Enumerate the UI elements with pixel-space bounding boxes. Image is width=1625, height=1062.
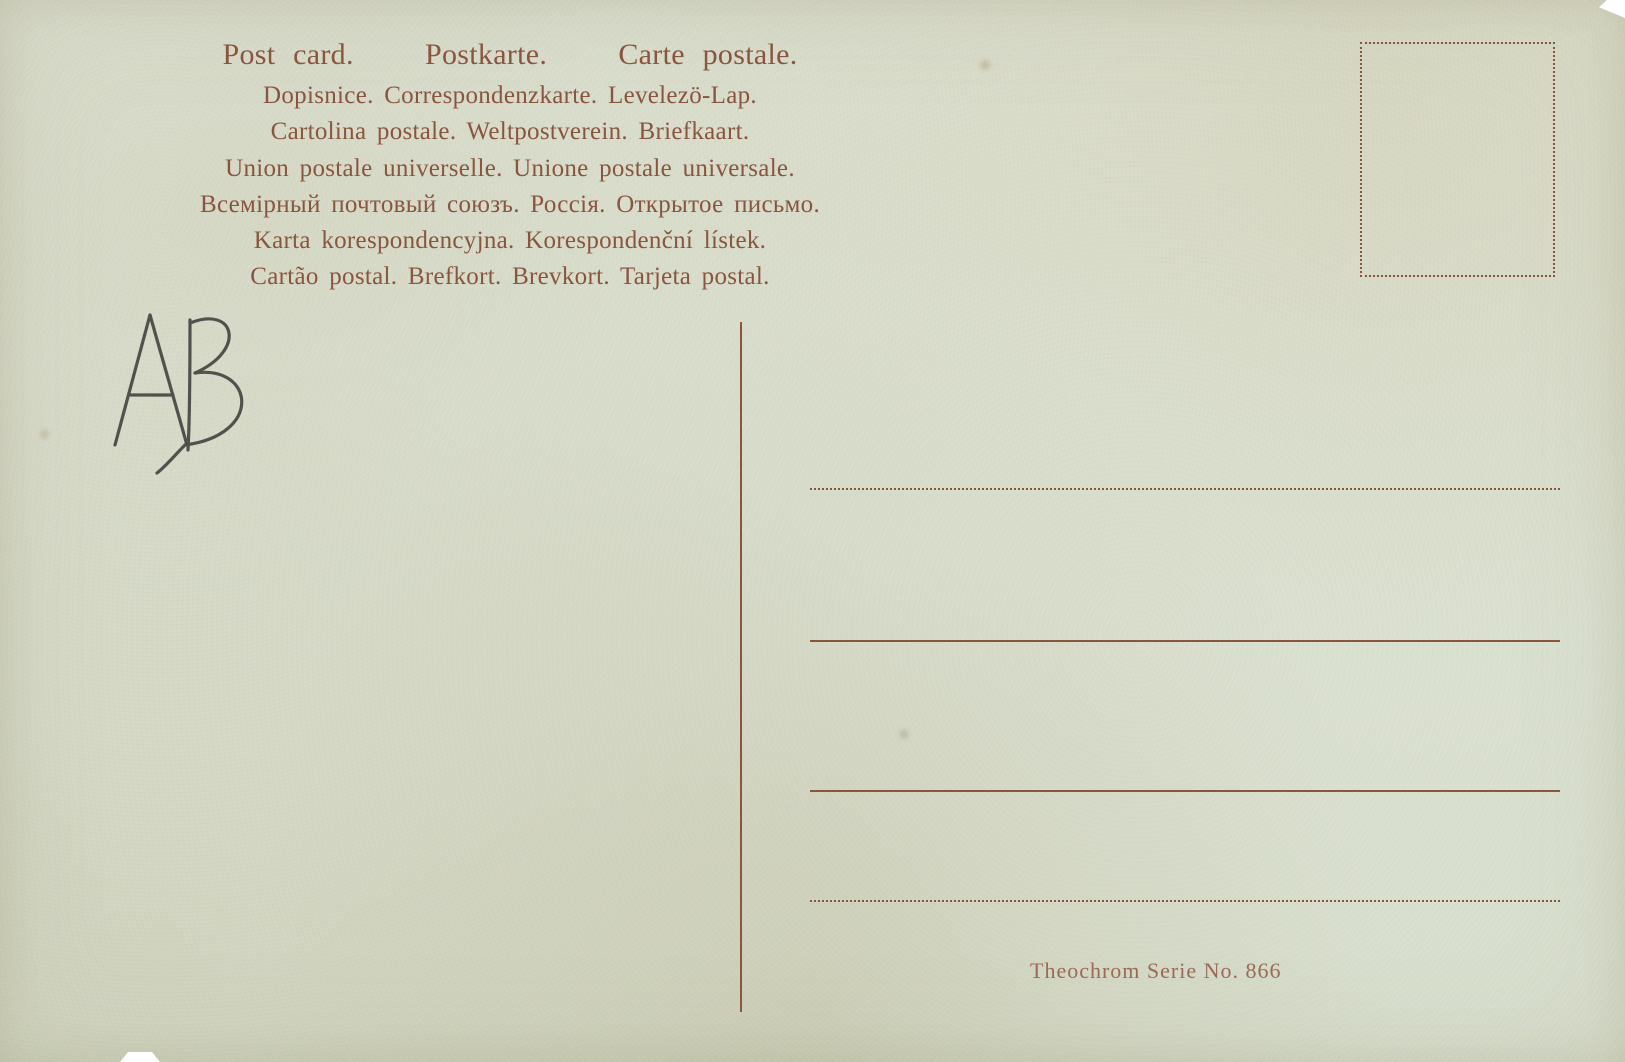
- header-line-3: Cartolina postale. Weltpostverein. Brief…: [60, 114, 960, 150]
- title-fr: Carte postale.: [618, 38, 797, 71]
- address-line-4: [810, 900, 1560, 902]
- header-line-5: Всемірный почтовый союзъ. Россія. Открыт…: [60, 187, 960, 223]
- stamp-box: [1360, 42, 1555, 277]
- address-line-2: [810, 640, 1560, 642]
- foxing-spot: [40, 430, 49, 439]
- title-de: Postkarte.: [425, 38, 547, 71]
- header-line-1: Post card. Postkarte. Carte postale.: [60, 38, 960, 72]
- vertical-divider: [740, 322, 742, 1012]
- title-en: Post card.: [222, 38, 353, 71]
- header-titles: Post card. Postkarte. Carte postale. Dop…: [60, 38, 960, 296]
- serie-caption: Theochrom Serie No. 866: [1030, 958, 1282, 984]
- header-line-4: Union postale universelle. Unione postal…: [60, 151, 960, 187]
- address-line-3: [810, 790, 1560, 792]
- header-line-7: Cartão postal. Brefkort. Brevkort. Tarje…: [60, 259, 960, 295]
- foxing-spot: [900, 730, 908, 738]
- header-line-6: Karta korespondencyjna. Korespondenční l…: [60, 223, 960, 259]
- header-line-2: Dopisnice. Correspondenzkarte. Levelezö-…: [60, 78, 960, 114]
- foxing-spot: [980, 60, 990, 70]
- address-line-1: [810, 488, 1560, 490]
